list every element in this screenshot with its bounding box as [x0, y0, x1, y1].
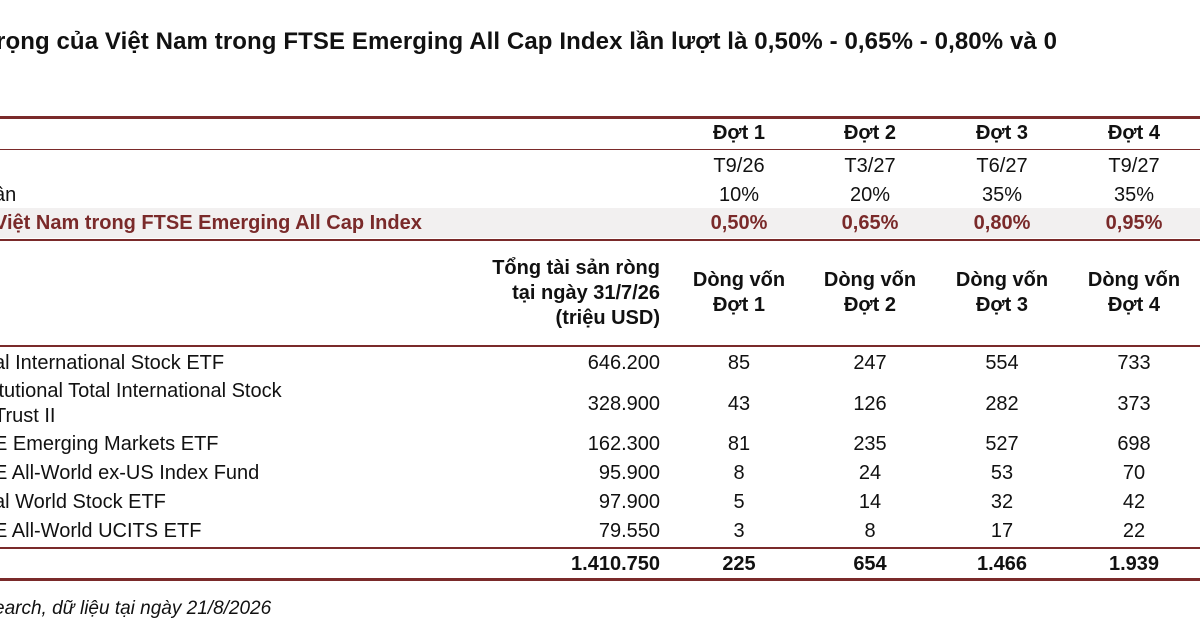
etf-nav: 95.900 — [598, 462, 660, 484]
etf-name-line-2: Trust II — [0, 405, 56, 427]
flow-cell: 554 — [985, 352, 1019, 374]
flow-cell: 247 — [853, 352, 887, 374]
etf-nav: 97.900 — [598, 491, 660, 513]
flow-cell: 43 — [727, 393, 751, 415]
flow-cell: 14 — [858, 491, 882, 513]
table-bottom-border — [0, 578, 1200, 581]
col-header-dot-1: Đợt 1 — [712, 122, 765, 144]
weight-cell: 0,65% — [841, 212, 899, 234]
flow-cell: 17 — [990, 520, 1014, 542]
share-cell: 20% — [849, 184, 891, 206]
flow-cell: 698 — [1117, 433, 1151, 455]
flow-cell: 5 — [733, 491, 745, 513]
source-footnote: earch, dữ liệu tại ngày 21/8/2026 — [0, 598, 272, 619]
total-flow-cell: 225 — [722, 553, 756, 575]
date-cell: T3/27 — [844, 155, 896, 177]
nav-header: Tổng tài sản ròng tại ngày 31/7/26 (triệ… — [440, 256, 660, 331]
flow-cell: 32 — [990, 491, 1014, 513]
flow-cell: 53 — [990, 462, 1014, 484]
flow-header-2: Dòng vốn Đợt 2 — [810, 268, 930, 318]
date-cell: T6/27 — [976, 155, 1028, 177]
nav-header-line: (triệu USD) — [555, 307, 660, 329]
share-cell: 35% — [981, 184, 1023, 206]
etf-name: E Emerging Markets ETF — [0, 433, 219, 455]
cropped-text-line — [0, 0, 6, 9]
page-title: rọng của Việt Nam trong FTSE Emerging Al… — [0, 28, 1058, 55]
etf-header-divider — [0, 345, 1200, 347]
etf-nav: 646.200 — [587, 352, 660, 374]
weight-cell: 0,50% — [710, 212, 768, 234]
nav-header-line: Tổng tài sản ròng — [492, 257, 660, 279]
header-divider — [0, 149, 1200, 150]
share-cell: 35% — [1113, 184, 1155, 206]
highlight-row-background — [0, 208, 1200, 238]
share-cell: 10% — [718, 184, 760, 206]
etf-name: E All-World UCITS ETF — [0, 520, 202, 542]
etf-nav: 162.300 — [587, 433, 660, 455]
etf-nav: 328.900 — [587, 393, 660, 415]
flow-cell: 126 — [853, 393, 887, 415]
date-cell: T9/26 — [713, 155, 765, 177]
flow-cell: 527 — [985, 433, 1019, 455]
weight-cell: 0,80% — [973, 212, 1031, 234]
flow-header-line: Đợt 2 — [843, 294, 896, 316]
weight-cell: 0,95% — [1105, 212, 1163, 234]
flow-cell: 70 — [1122, 462, 1146, 484]
flow-cell: 24 — [858, 462, 882, 484]
flow-cell: 8 — [864, 520, 876, 542]
total-flow-cell: 654 — [853, 553, 887, 575]
flow-cell: 373 — [1117, 393, 1151, 415]
total-flow-cell: 1.939 — [1108, 553, 1160, 575]
total-nav: 1.410.750 — [571, 553, 660, 575]
etf-nav: 79.550 — [598, 520, 660, 542]
col-header-dot-4: Đợt 4 — [1107, 122, 1160, 144]
total-divider — [0, 547, 1200, 549]
etf-name: E All-World ex-US Index Fund — [0, 462, 260, 484]
table-top-border — [0, 116, 1200, 119]
section-divider — [0, 239, 1200, 241]
date-cell: T9/27 — [1108, 155, 1160, 177]
flow-cell: 282 — [985, 393, 1019, 415]
flow-header-line: Dòng vốn — [1087, 269, 1181, 291]
flow-cell: 235 — [853, 433, 887, 455]
etf-name: al International Stock ETF — [0, 352, 225, 374]
flow-header-1: Dòng vốn Đợt 1 — [679, 268, 799, 318]
flow-header-line: Đợt 4 — [1107, 294, 1160, 316]
flow-cell: 22 — [1122, 520, 1146, 542]
flow-header-3: Dòng vốn Đợt 3 — [942, 268, 1062, 318]
flow-header-line: Dòng vốn — [955, 269, 1049, 291]
col-header-dot-3: Đợt 3 — [975, 122, 1028, 144]
flow-header-line: Dòng vốn — [692, 269, 786, 291]
flow-header-line: Đợt 3 — [975, 294, 1028, 316]
flow-header-line: Đợt 1 — [712, 294, 765, 316]
flow-cell: 3 — [733, 520, 745, 542]
flow-cell: 733 — [1117, 352, 1151, 374]
flow-cell: 85 — [727, 352, 751, 374]
flow-header-line: Dòng vốn — [823, 269, 917, 291]
flow-cell: 81 — [727, 433, 751, 455]
col-header-dot-2: Đợt 2 — [843, 122, 896, 144]
flow-header-4: Dòng vốn Đợt 4 — [1074, 268, 1194, 318]
etf-name: itutional Total International Stock — [0, 380, 282, 402]
flow-cell: 8 — [733, 462, 745, 484]
total-flow-cell: 1.466 — [976, 553, 1028, 575]
row-label-weight: Việt Nam trong FTSE Emerging All Cap Ind… — [0, 212, 422, 234]
row-label-share: ân — [0, 184, 17, 206]
etf-name: al World Stock ETF — [0, 491, 166, 513]
flow-cell: 42 — [1122, 491, 1146, 513]
nav-header-line: tại ngày 31/7/26 — [512, 282, 660, 304]
